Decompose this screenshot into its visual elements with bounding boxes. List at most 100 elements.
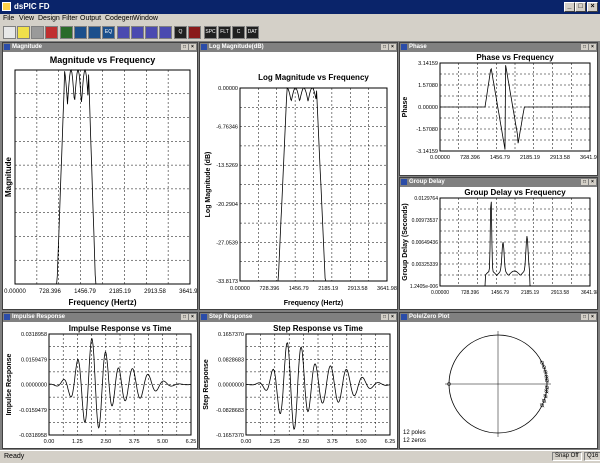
y-tick-label: -27.0539: [216, 240, 238, 246]
zero-marker: [447, 382, 451, 386]
step-response-window[interactable]: Step Response □ × Step Response vs Time 0.0…: [199, 312, 398, 449]
menu-view[interactable]: View: [19, 15, 35, 22]
close-button[interactable]: ×: [589, 179, 596, 185]
chart-title: Magnitude vs Frequency: [50, 55, 156, 65]
menu-codegen[interactable]: Codegen: [105, 15, 134, 22]
x-tick-label: 5.00: [356, 439, 367, 445]
window-icon: [4, 44, 10, 50]
x-tick-label: 1456.79: [74, 289, 96, 295]
menu-filter[interactable]: Filter: [62, 15, 78, 22]
grid-button[interactable]: [188, 26, 201, 39]
close-button[interactable]: ×: [589, 314, 596, 320]
y-axis-label: Impulse Response: [6, 353, 13, 415]
phase-curve: [440, 65, 590, 150]
menu-output[interactable]: Output: [80, 15, 102, 22]
x-tick-label: 6.25: [186, 439, 197, 445]
dat-disk-button[interactable]: DAT: [246, 26, 259, 39]
fir-button[interactable]: [74, 26, 87, 39]
menu-design[interactable]: Design: [38, 15, 60, 22]
maximize-button[interactable]: □: [581, 314, 588, 320]
snap-indicator: Snap Off: [552, 452, 582, 461]
maximize-button[interactable]: □: [181, 314, 188, 320]
pole-marker: [541, 398, 547, 403]
y-tick-label: -0.1657370: [216, 433, 244, 439]
stop-button[interactable]: [45, 26, 58, 39]
maximize-button[interactable]: □: [381, 44, 388, 50]
zero-marker: [545, 378, 549, 383]
title-bar: dsPIC FD _ □ ×: [0, 0, 600, 14]
phase-window[interactable]: Phase □ × Phase vs Frequency 0.00000 728.396…: [399, 42, 598, 176]
menu-window[interactable]: Window: [133, 15, 158, 22]
zero-marker: [544, 374, 549, 379]
x-tick-label: 3641.98: [581, 290, 597, 296]
window-caption-text: Magnitude: [12, 44, 42, 50]
close-button[interactable]: ×: [389, 314, 396, 320]
maximize-button[interactable]: □: [575, 2, 586, 12]
window-caption-text: Step Response: [209, 314, 253, 320]
impulse-response-window[interactable]: Impulse Response □ × Impulse Response vs T…: [2, 312, 198, 449]
chart-title: Step Response vs Time: [273, 324, 363, 333]
x-tick-label: 2913.58: [550, 155, 570, 161]
close-button[interactable]: ×: [189, 44, 196, 50]
group-delay-chart: Group Delay vs Frequency 0.00000 728.396 14…: [400, 187, 597, 309]
x-tick-label: 1.25: [72, 439, 83, 445]
window-caption-text: Group Delay: [409, 179, 445, 185]
maximize-button[interactable]: □: [381, 314, 388, 320]
y-tick-label: 0.0000000: [21, 383, 47, 389]
window-caption: Pole/Zero Plot □ ×: [400, 313, 597, 322]
pole-marker: [543, 393, 548, 399]
group-delay-window[interactable]: Group Delay □ × Group Delay vs Frequency 0.…: [399, 177, 598, 310]
maximize-button[interactable]: □: [181, 44, 188, 50]
y-tick-label: 0.00973537: [412, 218, 439, 224]
x-tick-label: 1456.79: [289, 286, 309, 292]
minimize-button[interactable]: _: [564, 2, 575, 12]
close-button[interactable]: ×: [587, 2, 598, 12]
phase-chart: Phase vs Frequency 0.00000 728.396 1456.79 2…: [400, 52, 597, 175]
window-caption: Step Response □ ×: [200, 313, 397, 322]
y-tick-label: 0.00325339: [412, 262, 439, 268]
y-tick-label: -33.8173: [216, 279, 238, 285]
x-tick-label: 3.75: [327, 439, 338, 445]
x-tick-label: 3641.98: [377, 286, 397, 292]
pole-marker: [539, 360, 545, 365]
chart-background: [200, 322, 397, 448]
app-title: dsPIC FD: [14, 2, 50, 11]
chart3-button[interactable]: [145, 26, 158, 39]
zero-marker: [543, 394, 548, 398]
q-button[interactable]: Q: [174, 26, 187, 39]
chart1-button[interactable]: [117, 26, 130, 39]
iir-button[interactable]: [60, 26, 73, 39]
zero-marker: [542, 365, 546, 370]
spc-disk-button[interactable]: SPC: [204, 26, 217, 39]
x-tick-label: 728.396: [460, 155, 480, 161]
chart-background: [400, 322, 597, 448]
eq-button[interactable]: EQ: [102, 26, 115, 39]
flt-disk-button[interactable]: FLT: [218, 26, 231, 39]
step-response-chart: Step Response vs Time 0.00 1.25 2.50 3.75 5.0…: [200, 322, 397, 448]
maximize-button[interactable]: □: [581, 179, 588, 185]
chart4-button[interactable]: [159, 26, 172, 39]
bulb-button[interactable]: [17, 26, 30, 39]
app-icon: [2, 2, 11, 11]
window-icon: [401, 314, 407, 320]
close-button[interactable]: ×: [389, 44, 396, 50]
window-caption-text: Impulse Response: [12, 314, 66, 320]
log-magnitude-window[interactable]: Log Magnitude(dB) □ × Log Magnitude vs Fre…: [199, 42, 398, 310]
close-button[interactable]: ×: [589, 44, 596, 50]
y-tick-label: 0.00000: [218, 86, 238, 92]
chart-background: [400, 187, 597, 309]
new-button[interactable]: [3, 26, 16, 39]
magnitude-window[interactable]: Magnitude □ × Magnitude vs Frequency 0.0000…: [2, 42, 198, 310]
c-disk-button[interactable]: C: [232, 26, 245, 39]
chart2-button[interactable]: [131, 26, 144, 39]
window-caption: Magnitude □ ×: [3, 43, 197, 52]
x-tick-label: 3641.98: [580, 155, 597, 161]
print-button[interactable]: [31, 26, 44, 39]
pole-zero-window[interactable]: Pole/Zero Plot □ × 12 poles 12 zeros: [399, 312, 598, 449]
close-button[interactable]: ×: [189, 314, 196, 320]
menu-file[interactable]: File: [3, 15, 15, 22]
spc-disk-icon: SPC: [205, 29, 216, 35]
maximize-button[interactable]: □: [581, 44, 588, 50]
y-axis-label: Step Response: [203, 359, 210, 410]
view-button[interactable]: [88, 26, 101, 39]
